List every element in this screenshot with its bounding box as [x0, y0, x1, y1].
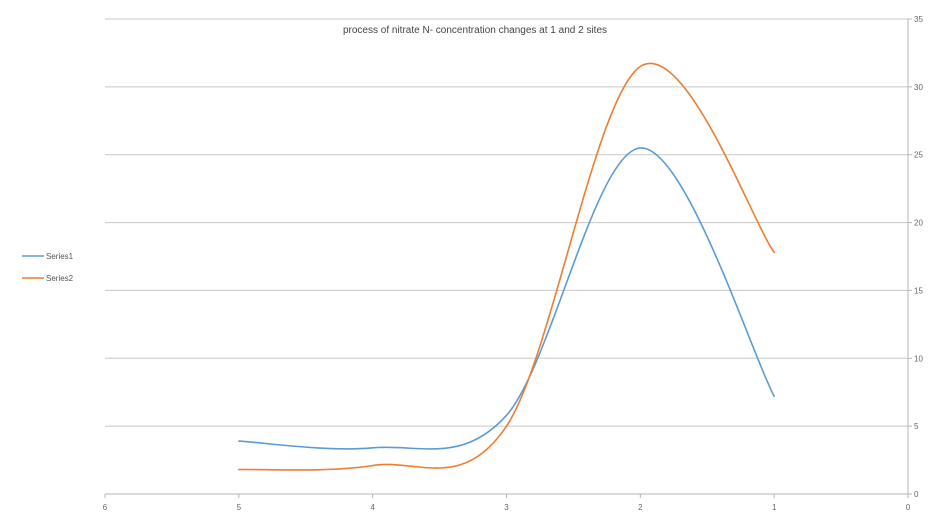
y-tick-label: 5: [914, 422, 919, 431]
series-2: [238, 62, 775, 471]
x-tick-label: 0: [906, 503, 911, 512]
y-tick-label: 20: [914, 219, 923, 228]
y-tick-label: 0: [914, 490, 919, 499]
y-tick-label: 35: [914, 15, 923, 24]
y-tick-label: 30: [914, 83, 923, 92]
series-line: [238, 62, 775, 471]
y-tick-label: 25: [914, 151, 923, 160]
y-tick-label: 15: [914, 286, 923, 295]
x-tick-label: 6: [103, 503, 108, 512]
series-lines: [238, 62, 775, 471]
x-tick-label: 1: [772, 503, 777, 512]
x-tick-label: 4: [370, 503, 375, 512]
series-1: [238, 147, 775, 450]
series-line: [238, 147, 775, 450]
legend-label: Series1: [46, 252, 74, 261]
chart-title: process of nitrate N- concentration chan…: [343, 25, 607, 36]
x-tick-label: 2: [638, 503, 643, 512]
legend-label: Series2: [46, 274, 74, 283]
x-tick-label: 5: [237, 503, 242, 512]
x-tick-label: 3: [504, 503, 509, 512]
legend-item: Series1: [22, 252, 74, 261]
legend: Series1 Series2: [22, 252, 74, 283]
y-tick-label: 10: [914, 354, 923, 363]
gridlines: [105, 18, 908, 427]
legend-item: Series2: [22, 274, 74, 283]
